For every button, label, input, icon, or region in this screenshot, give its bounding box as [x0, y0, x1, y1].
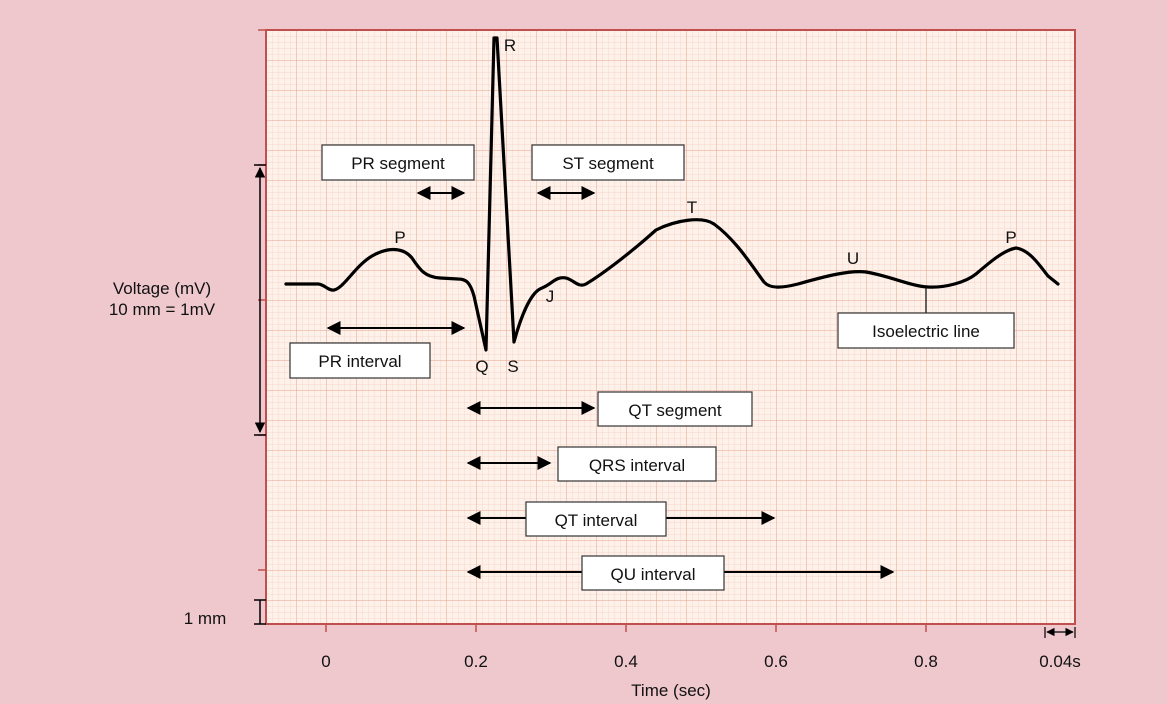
x-axis-ticks — [325, 624, 927, 632]
wave-label-s: S — [507, 357, 518, 376]
x-tick-1: 0.2 — [464, 652, 488, 671]
wave-label-p2: P — [1005, 228, 1016, 247]
paper-frame — [265, 29, 1076, 625]
wave-label-j: J — [546, 287, 555, 306]
wave-label-r: R — [504, 36, 516, 55]
x-tick-0: 0 — [321, 652, 330, 671]
svg-text:ST segment: ST segment — [562, 154, 654, 173]
x-axis-label: Time (sec) — [631, 681, 711, 700]
svg-text:QT segment: QT segment — [628, 401, 722, 420]
svg-text:PR interval: PR interval — [318, 352, 401, 371]
small-square-label: 0.04s — [1039, 652, 1081, 671]
isoelectric-line-box: Isoelectric line — [837, 312, 1015, 349]
y-axis-ticks — [258, 29, 266, 571]
mm-scale-label: 1 mm — [184, 609, 227, 628]
ecg-trace — [284, 36, 1060, 352]
pr-interval-box: PR interval — [289, 342, 431, 379]
svg-text:QT interval: QT interval — [555, 511, 638, 530]
x-tick-2: 0.4 — [614, 652, 638, 671]
qrs-interval-box: QRS interval — [557, 446, 717, 482]
wave-label-t: T — [687, 198, 697, 217]
wave-label-u: U — [847, 249, 859, 268]
wave-label-p1: P — [394, 228, 405, 247]
y-axis-label-line1: Voltage (mV) — [113, 279, 211, 298]
svg-text:Isoelectric line: Isoelectric line — [872, 322, 980, 341]
qt-interval-box: QT interval — [525, 501, 667, 537]
pr-segment-box: PR segment — [321, 144, 475, 181]
qu-interval-box: QU interval — [581, 555, 725, 591]
qt-segment-box: QT segment — [597, 391, 753, 427]
svg-text:QU interval: QU interval — [610, 565, 695, 584]
x-tick-3: 0.6 — [764, 652, 788, 671]
wave-label-q: Q — [475, 357, 488, 376]
st-segment-box: ST segment — [531, 144, 685, 181]
y-axis-label-line2: 10 mm = 1mV — [109, 300, 216, 319]
svg-text:PR segment: PR segment — [351, 154, 445, 173]
svg-text:QRS interval: QRS interval — [589, 456, 685, 475]
x-tick-4: 0.8 — [914, 652, 938, 671]
